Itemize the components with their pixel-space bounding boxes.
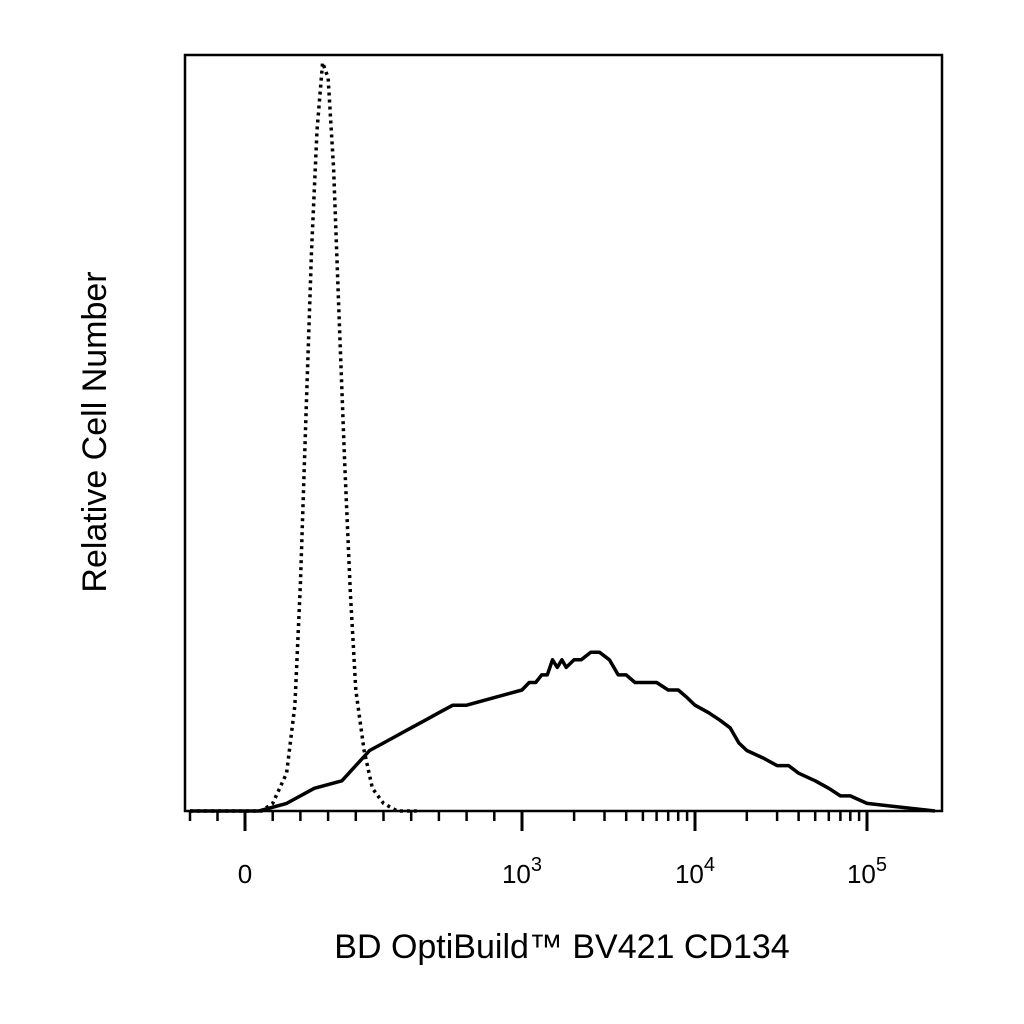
plot-frame	[183, 53, 944, 813]
x-axis-tick-labels: 0 103 104 105	[238, 854, 887, 889]
x-tick-label-3: 105	[847, 854, 887, 889]
x-axis-title: BD OptiBuild™ BV421 CD134	[334, 928, 789, 966]
series-layer	[190, 60, 936, 813]
y-axis-title: Relative Cell Number	[76, 271, 114, 592]
x-tick-label-2: 104	[675, 854, 715, 889]
x-axis-ticks	[188, 811, 869, 831]
series-curve-solid-1	[190, 650, 936, 813]
x-tick-label-0: 0	[238, 859, 252, 889]
x-tick-label-1: 103	[502, 854, 542, 889]
